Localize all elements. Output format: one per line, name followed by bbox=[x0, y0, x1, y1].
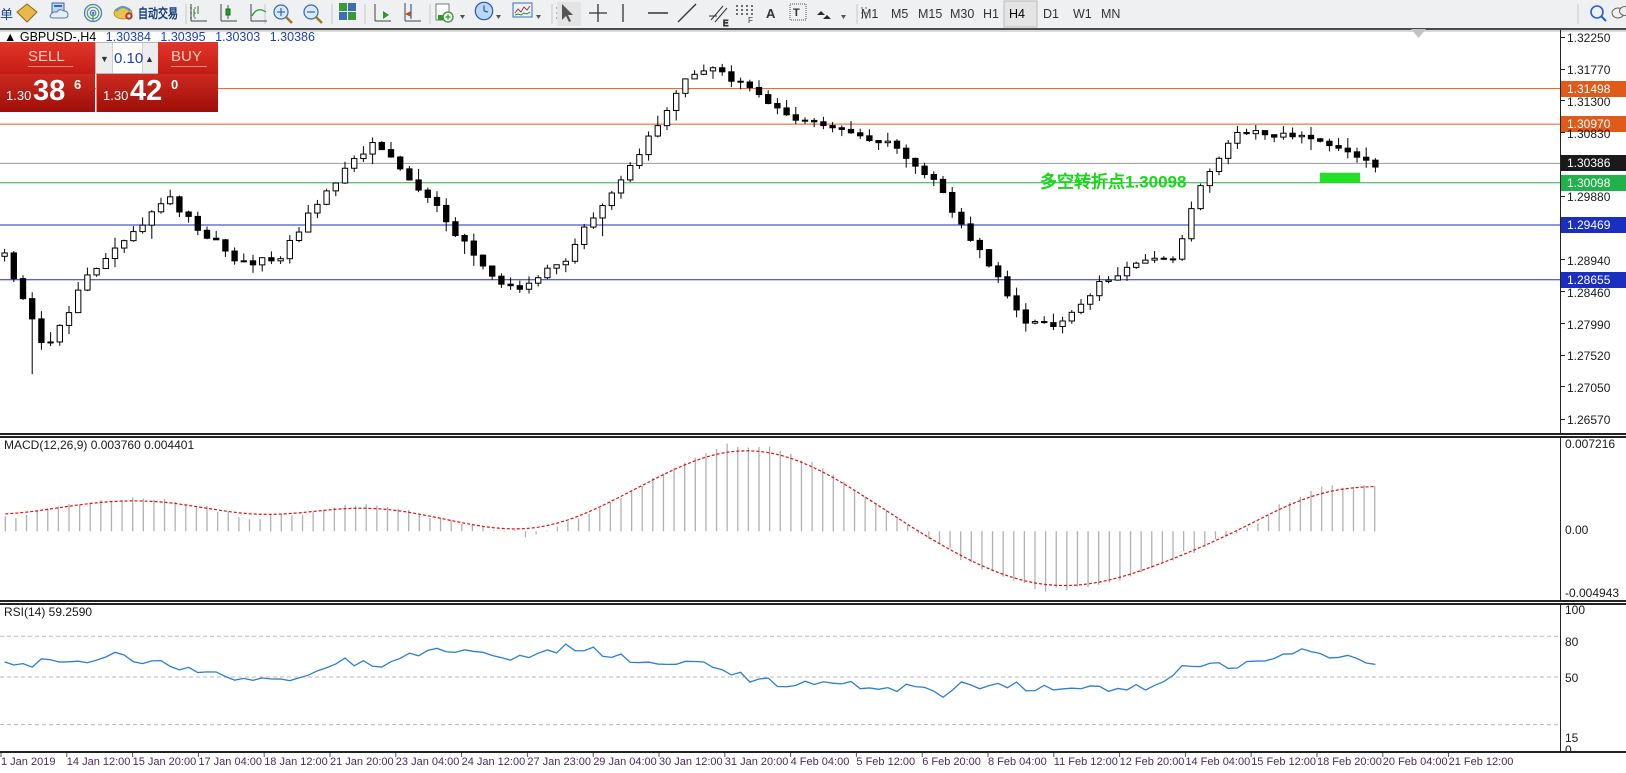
svg-text:A: A bbox=[766, 6, 776, 21]
svg-text:M15: M15 bbox=[918, 7, 942, 21]
svg-text:E: E bbox=[723, 19, 728, 28]
svg-text:D1: D1 bbox=[1043, 7, 1059, 21]
svg-text:H4: H4 bbox=[1009, 7, 1025, 21]
svg-text:M30: M30 bbox=[950, 7, 974, 21]
svg-text:MN: MN bbox=[1101, 7, 1120, 21]
svg-text:M1: M1 bbox=[861, 7, 878, 21]
svg-text:多空转折点1.30098: 多空转折点1.30098 bbox=[1040, 172, 1186, 192]
svg-text:H1: H1 bbox=[983, 7, 999, 21]
svg-text:M5: M5 bbox=[891, 7, 908, 21]
svg-text:自动交易: 自动交易 bbox=[138, 6, 178, 21]
svg-text:W1: W1 bbox=[1073, 7, 1092, 21]
svg-text:F: F bbox=[748, 16, 753, 25]
svg-text:T: T bbox=[793, 7, 800, 19]
svg-text:单: 单 bbox=[0, 7, 13, 22]
